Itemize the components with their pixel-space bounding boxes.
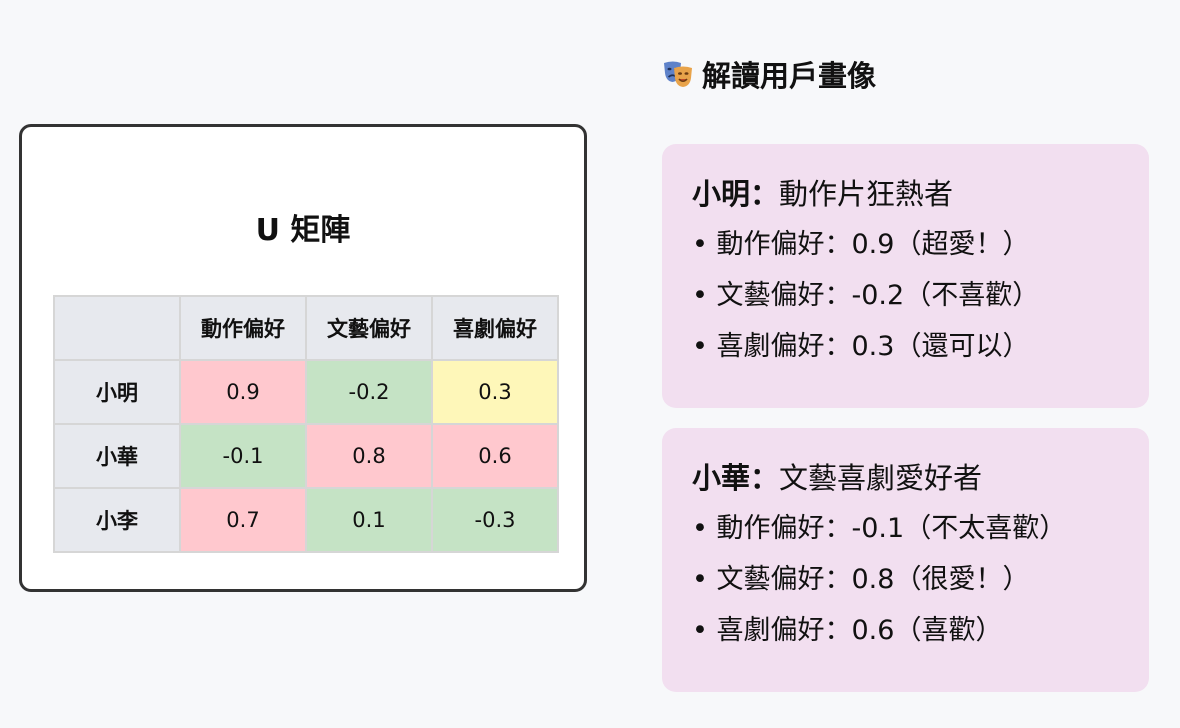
table-row: 小明 0.9 -0.2 0.3 xyxy=(53,359,559,425)
persona-card-xiaoming: 小明：動作片狂熱者 • 動作偏好：0.9（超愛！） • 文藝偏好：-0.2（不喜… xyxy=(662,144,1149,408)
row-header: 小明 xyxy=(53,359,181,425)
u-matrix-table: 動作偏好 文藝偏好 喜劇偏好 小明 0.9 -0.2 0.3 小華 -0.1 0… xyxy=(53,295,559,553)
matrix-cell: 0.7 xyxy=(179,487,307,553)
matrix-cell: 0.1 xyxy=(305,487,433,553)
table-row: 小李 0.7 0.1 -0.3 xyxy=(53,487,559,553)
persona-preference-line: • 喜劇偏好：0.6（喜歡） xyxy=(692,615,1003,646)
matrix-title: U 矩陣 xyxy=(255,213,351,248)
persona-title: 小華：文藝喜劇愛好者 xyxy=(692,458,1129,498)
matrix-cell: -0.1 xyxy=(179,423,307,489)
persona-preference-line: • 動作偏好：0.9（超愛！） xyxy=(692,229,1030,260)
persona-name: 小明 xyxy=(692,177,751,211)
persona-preference-line: • 文藝偏好：-0.2（不喜歡） xyxy=(692,280,1040,311)
persona-preference-line: • 喜劇偏好：0.3（還可以） xyxy=(692,331,1030,362)
column-header-literary: 文藝偏好 xyxy=(305,295,433,361)
persona-separator: ： xyxy=(750,177,780,211)
persona-card-xiaohua: 小華：文藝喜劇愛好者 • 動作偏好：-0.1（不太喜歡） • 文藝偏好：0.8（… xyxy=(662,428,1149,692)
matrix-cell: 0.6 xyxy=(431,423,559,489)
matrix-cell: 0.3 xyxy=(431,359,559,425)
persona-label: 文藝喜劇愛好者 xyxy=(779,461,983,495)
persona-preference-line: • 動作偏好：-0.1（不太喜歡） xyxy=(692,513,1067,544)
performing-arts-masks-icon xyxy=(662,58,694,90)
column-header-action: 動作偏好 xyxy=(179,295,307,361)
matrix-cell: -0.2 xyxy=(305,359,433,425)
row-header: 小李 xyxy=(53,487,181,553)
column-header-comedy: 喜劇偏好 xyxy=(431,295,559,361)
matrix-cell: -0.3 xyxy=(431,487,559,553)
persona-label: 動作片狂熱者 xyxy=(779,177,954,211)
persona-section-heading: 解讀用戶畫像 xyxy=(662,54,876,94)
matrix-corner-cell xyxy=(53,295,181,361)
row-header: 小華 xyxy=(53,423,181,489)
u-matrix-card: U 矩陣 動作偏好 文藝偏好 喜劇偏好 小明 0.9 -0.2 0.3 小華 -… xyxy=(19,124,587,592)
matrix-cell: 0.8 xyxy=(305,423,433,489)
matrix-header-row: 動作偏好 文藝偏好 喜劇偏好 xyxy=(53,295,559,361)
persona-name: 小華 xyxy=(692,461,751,495)
persona-title: 小明：動作片狂熱者 xyxy=(692,174,1129,214)
persona-section-title: 解讀用戶畫像 xyxy=(702,59,877,93)
persona-preference-line: • 文藝偏好：0.8（很愛！） xyxy=(692,564,1030,595)
persona-separator: ： xyxy=(750,461,780,495)
matrix-cell: 0.9 xyxy=(179,359,307,425)
table-row: 小華 -0.1 0.8 0.6 xyxy=(53,423,559,489)
